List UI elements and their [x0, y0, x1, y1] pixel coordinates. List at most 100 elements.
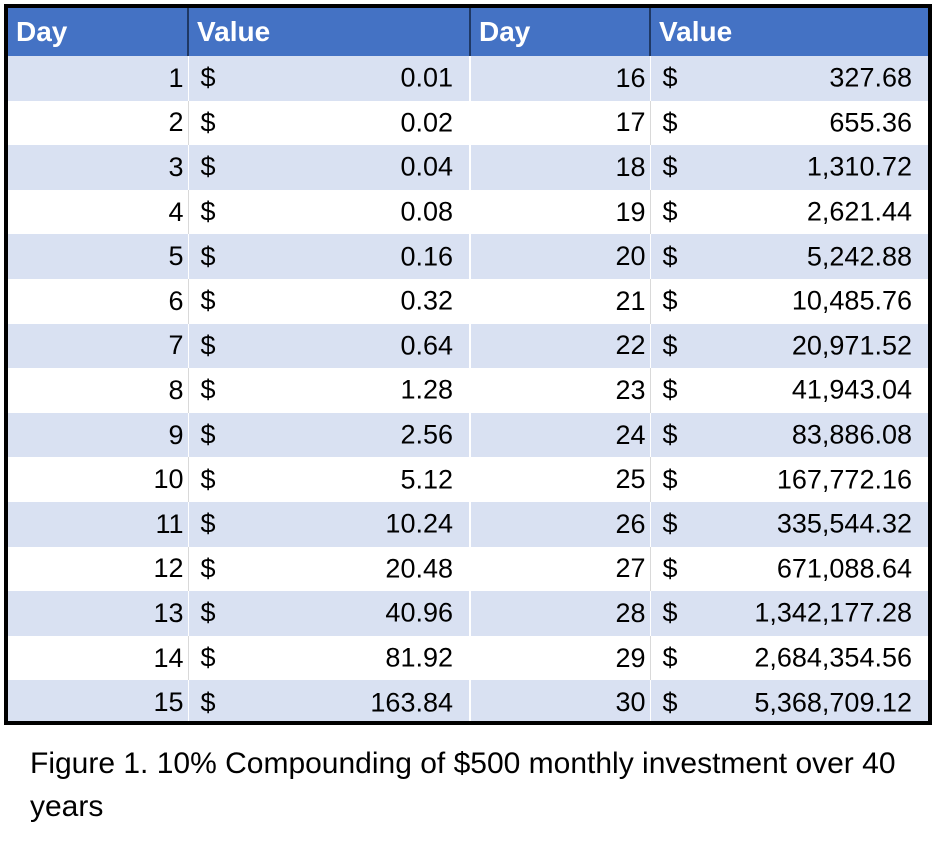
- value-cell-right: $335,544.32: [650, 502, 928, 547]
- currency-symbol: $: [662, 687, 678, 718]
- day-cell-left: 3: [8, 145, 189, 190]
- day-cell-right: 19: [470, 189, 651, 235]
- value-amount-right: 2,684,354.56: [754, 642, 912, 673]
- value-amount-left: 81.92: [385, 642, 453, 673]
- day-cell-left: 6: [8, 278, 189, 324]
- day-cell-right: 26: [470, 501, 651, 547]
- currency-symbol: $: [662, 597, 678, 628]
- day-cell-left: 7: [8, 323, 189, 369]
- value-cell-left: $40.96: [188, 591, 471, 636]
- value-cell-left: $0.64: [188, 323, 471, 369]
- day-cell-left: 15: [8, 680, 189, 721]
- value-cell-left: $81.92: [188, 635, 471, 681]
- day-cell-left: 2: [8, 100, 189, 146]
- doubling-table: Day Value Day Value 1 $0.01 16 $327.68 2 $0.0…: [8, 8, 928, 721]
- value-amount-left: 0.08: [400, 196, 453, 227]
- currency-symbol: $: [200, 553, 216, 584]
- value-cell-left: $1.28: [188, 368, 471, 413]
- currency-symbol: $: [662, 330, 678, 361]
- value-amount-right: 167,772.16: [776, 464, 912, 495]
- currency-symbol: $: [662, 62, 678, 93]
- value-cell-right: $83,886.08: [650, 413, 928, 458]
- day-cell-left: 1: [8, 56, 189, 101]
- value-cell-right: $20,971.52: [650, 324, 928, 369]
- currency-symbol: $: [662, 285, 678, 316]
- value-cell-right: $2,621.44: [650, 190, 928, 235]
- value-amount-left: 5.12: [400, 464, 453, 495]
- value-amount-right: 655.36: [829, 107, 912, 138]
- day-cell-right: 23: [470, 368, 651, 413]
- table-row: 12 $20.48 27 $671,088.64: [8, 546, 928, 592]
- value-cell-right: $2,684,354.56: [650, 636, 928, 681]
- table-row: 8 $1.28 23 $41,943.04: [8, 368, 928, 413]
- currency-symbol: $: [200, 508, 216, 539]
- day-cell-right: 18: [470, 145, 651, 190]
- day-cell-right: 28: [470, 591, 651, 636]
- currency-symbol: $: [200, 464, 216, 495]
- currency-symbol: $: [662, 419, 678, 450]
- currency-symbol: $: [662, 151, 678, 182]
- day-cell-left: 9: [8, 412, 189, 458]
- day-cell-right: 27: [470, 546, 651, 592]
- value-amount-left: 1.28: [400, 374, 453, 405]
- value-cell-left: $0.04: [188, 145, 471, 190]
- currency-symbol: $: [662, 508, 678, 539]
- currency-symbol: $: [200, 107, 216, 138]
- currency-symbol: $: [200, 196, 216, 227]
- value-amount-right: 41,943.04: [791, 374, 912, 405]
- value-amount-right: 10,485.76: [791, 285, 912, 316]
- value-cell-left: $2.56: [188, 412, 471, 458]
- table-row: 9 $2.56 24 $83,886.08: [8, 412, 928, 458]
- value-amount-left: 20.48: [385, 553, 453, 584]
- value-amount-left: 2.56: [400, 419, 453, 450]
- header-value-left: Value: [188, 8, 471, 56]
- value-cell-left: $20.48: [188, 546, 471, 592]
- header-row: Day Value Day Value: [8, 8, 928, 56]
- currency-symbol: $: [662, 107, 678, 138]
- table-row: 3 $0.04 18 $1,310.72: [8, 145, 928, 190]
- doubling-table-frame: Day Value Day Value 1 $0.01 16 $327.68 2 $0.0…: [4, 4, 932, 725]
- value-amount-right: 5,368,709.12: [754, 687, 912, 718]
- value-cell-right: $167,772.16: [650, 457, 928, 502]
- table-row: 11 $10.24 26 $335,544.32: [8, 501, 928, 547]
- value-cell-left: $0.16: [188, 234, 471, 279]
- table-row: 10 $5.12 25 $167,772.16: [8, 457, 928, 502]
- value-cell-right: $1,310.72: [650, 145, 928, 190]
- value-amount-right: 1,342,177.28: [754, 597, 912, 628]
- day-cell-right: 21: [470, 278, 651, 324]
- value-cell-left: $0.01: [188, 56, 471, 101]
- table-row: 4 $0.08 19 $2,621.44: [8, 189, 928, 235]
- day-cell-left: 12: [8, 546, 189, 592]
- day-cell-right: 29: [470, 635, 651, 681]
- value-amount-right: 327.68: [829, 62, 912, 93]
- table-row: 5 $0.16 20 $5,242.88: [8, 234, 928, 279]
- day-cell-right: 17: [470, 100, 651, 146]
- value-amount-right: 83,886.08: [791, 419, 912, 450]
- day-cell-right: 22: [470, 323, 651, 369]
- value-cell-right: $1,342,177.28: [650, 591, 928, 636]
- value-amount-right: 1,310.72: [806, 151, 912, 182]
- value-amount-left: 10.24: [385, 508, 453, 539]
- table-row: 1 $0.01 16 $327.68: [8, 56, 928, 101]
- value-amount-left: 0.04: [400, 151, 453, 182]
- currency-symbol: $: [200, 151, 216, 182]
- value-cell-left: $0.02: [188, 100, 471, 146]
- day-cell-right: 25: [470, 457, 651, 502]
- currency-symbol: $: [200, 241, 216, 272]
- day-cell-left: 4: [8, 189, 189, 235]
- value-amount-left: 40.96: [385, 597, 453, 628]
- currency-symbol: $: [200, 330, 216, 361]
- day-cell-left: 11: [8, 501, 189, 547]
- currency-symbol: $: [662, 241, 678, 272]
- header-day-left: Day: [8, 8, 189, 56]
- value-amount-left: 0.02: [400, 107, 453, 138]
- day-cell-right: 30: [470, 680, 651, 721]
- table-row: 7 $0.64 22 $20,971.52: [8, 323, 928, 369]
- header-value-right: Value: [650, 8, 928, 56]
- day-cell-left: 10: [8, 457, 189, 502]
- value-cell-right: $655.36: [650, 101, 928, 146]
- currency-symbol: $: [200, 374, 216, 405]
- table-row: 2 $0.02 17 $655.36: [8, 100, 928, 146]
- day-cell-right: 16: [470, 56, 651, 101]
- table-row: 6 $0.32 21 $10,485.76: [8, 278, 928, 324]
